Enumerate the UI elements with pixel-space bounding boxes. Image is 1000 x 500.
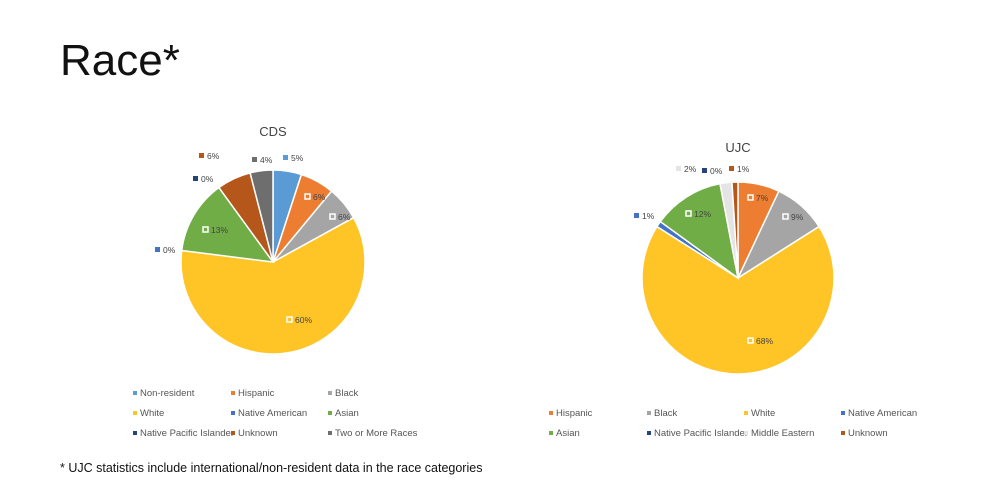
legend-swatch (133, 391, 137, 396)
legend-item: Native American (841, 408, 917, 419)
data-label: 2% (684, 164, 697, 174)
legend-swatch (841, 431, 845, 436)
legend-label: Unknown (238, 428, 278, 439)
legend-label: Native American (848, 408, 918, 419)
legend-label: Hispanic (556, 408, 593, 419)
data-label-marker (286, 316, 293, 323)
legend-item: White (133, 408, 164, 419)
legend-item: White (744, 408, 775, 419)
data-label-marker (202, 226, 209, 233)
data-label: 6% (338, 212, 351, 222)
legend-label: Asian (556, 428, 580, 439)
legend-item: Native American (231, 408, 307, 419)
legend-swatch (328, 431, 332, 436)
legend-item: Black (328, 388, 358, 399)
legend-swatch (647, 431, 651, 436)
legend-label: Two or More Races (335, 428, 418, 439)
legend-swatch (549, 431, 553, 436)
legend-swatch (231, 411, 235, 416)
legend-swatch (647, 411, 651, 416)
legend-item: Hispanic (549, 408, 592, 419)
legend-item: Middle Eastern (744, 428, 814, 439)
data-label-marker (685, 210, 692, 217)
data-label: 6% (313, 192, 326, 202)
data-label: 9% (791, 212, 804, 222)
data-label-marker (634, 213, 639, 218)
slide-title: Race* (60, 36, 180, 85)
legend-label: Black (654, 408, 678, 419)
legend-swatch (231, 431, 235, 436)
legend-label: Native Pacific Islander (654, 428, 748, 439)
legend-item: Asian (328, 408, 359, 419)
data-label-marker (782, 213, 789, 220)
data-label: 0% (163, 245, 176, 255)
legend-item: Two or More Races (328, 428, 417, 439)
legend-item: Black (647, 408, 677, 419)
legend-label: Asian (335, 408, 359, 419)
legend-label: Middle Eastern (751, 428, 815, 439)
data-label: 12% (694, 209, 711, 219)
legend-label: Unknown (848, 428, 888, 439)
legend-swatch (841, 411, 845, 416)
legend-label: White (140, 408, 165, 419)
ujc-chart-title: UJC (725, 140, 751, 155)
data-label-marker (193, 176, 198, 181)
data-label: 68% (756, 336, 773, 346)
data-label-marker (329, 213, 336, 220)
legend-swatch (231, 391, 235, 396)
data-label-marker (252, 157, 257, 162)
pie-slice-asian (659, 182, 740, 280)
cds-chart-title: CDS (259, 124, 287, 139)
legend-label: White (751, 408, 776, 419)
data-label-marker (304, 193, 311, 200)
legend-label: Black (335, 388, 359, 399)
data-label: 7% (756, 193, 769, 203)
data-label-marker (283, 155, 288, 160)
legend-item: Unknown (841, 428, 888, 439)
data-label-marker (747, 194, 754, 201)
pie-slice-white (641, 225, 835, 375)
pie-slice-asian (180, 186, 275, 263)
data-label: 6% (207, 151, 220, 161)
legend-item: Hispanic (231, 388, 274, 399)
footnote: * UJC statistics include international/n… (60, 461, 483, 475)
data-label: 5% (291, 153, 304, 163)
data-label: 1% (642, 211, 655, 221)
legend-swatch (744, 411, 748, 416)
legend-label: Non-resident (140, 388, 195, 399)
data-label: 1% (737, 164, 750, 174)
data-label-marker (747, 337, 754, 344)
legend-item: Native Pacific Islander (133, 428, 234, 439)
data-label-marker (199, 153, 204, 158)
legend-swatch (328, 411, 332, 416)
data-label: 60% (295, 315, 312, 325)
data-label-marker (155, 247, 160, 252)
legend-item: Asian (549, 428, 580, 439)
data-label: 0% (201, 174, 214, 184)
pie-slice-two-or-more-races (249, 169, 274, 263)
legend-label: Native American (238, 408, 308, 419)
legend-swatch (133, 431, 137, 436)
data-label: 4% (260, 155, 273, 165)
legend-item: Non-resident (133, 388, 194, 399)
pie-slice-unknown (731, 181, 739, 279)
data-label-marker (729, 166, 734, 171)
legend-swatch (328, 391, 332, 396)
legend-label: Hispanic (238, 388, 275, 399)
legend-item: Native Pacific Islander (647, 428, 748, 439)
data-label-marker (702, 168, 707, 173)
legend-swatch (133, 411, 137, 416)
legend-item: Unknown (231, 428, 278, 439)
legend-swatch (744, 431, 748, 436)
data-label: 13% (211, 225, 228, 235)
legend-label: Native Pacific Islander (140, 428, 234, 439)
data-label-marker (676, 166, 681, 171)
data-label: 0% (710, 166, 723, 176)
pie-slice-white (180, 216, 366, 355)
legend-swatch (549, 411, 553, 416)
